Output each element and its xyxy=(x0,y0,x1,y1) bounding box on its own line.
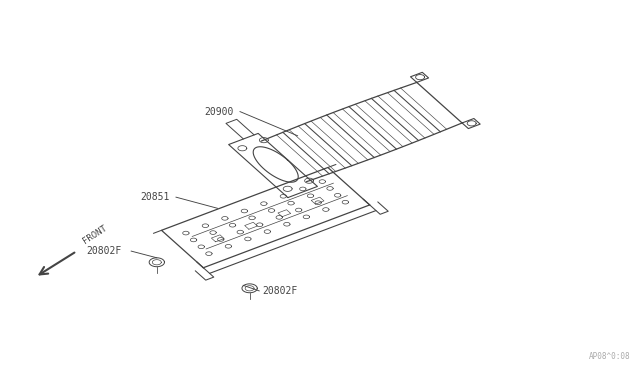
Text: 20802F: 20802F xyxy=(262,286,298,296)
Text: AP08^0:08: AP08^0:08 xyxy=(589,352,630,361)
Text: 20900: 20900 xyxy=(205,107,234,116)
Text: FRONT: FRONT xyxy=(81,223,109,246)
Text: 20802F: 20802F xyxy=(86,246,122,256)
Text: 20851: 20851 xyxy=(141,192,170,202)
